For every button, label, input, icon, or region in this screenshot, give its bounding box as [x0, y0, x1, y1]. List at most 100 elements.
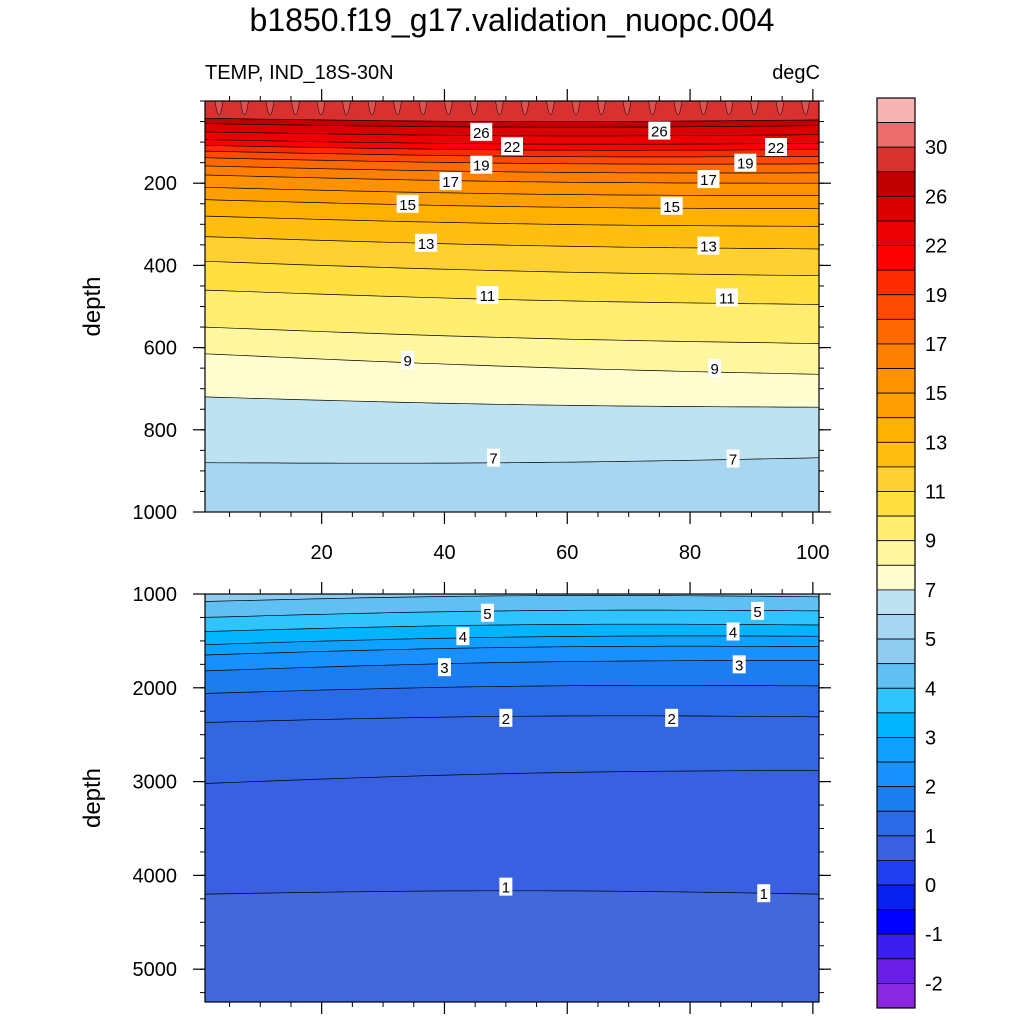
colorbar-box: [876, 638, 916, 665]
colorbar-box: [876, 835, 916, 861]
colorbar-label: 5: [925, 629, 936, 651]
colorbar-box: [876, 245, 916, 271]
temperature-band: [205, 101, 819, 122]
y-tick-label: 600: [144, 338, 177, 360]
y-tick-label: 800: [144, 420, 177, 442]
contour-line: [205, 645, 819, 656]
contour-label: 7: [489, 451, 497, 468]
contour-label: 26: [473, 125, 490, 142]
contour-label: 17: [442, 174, 459, 191]
temperature-band: [205, 890, 819, 1002]
left-subtitle: TEMP, IND_18S-30N: [205, 62, 394, 84]
y-axis-label: depth: [79, 276, 106, 336]
colorbar-box: [876, 368, 916, 394]
x-tick-label: 100: [796, 542, 829, 564]
contour-line: [205, 623, 819, 632]
colorbar-box: [876, 269, 916, 296]
colorbar-frame: [876, 97, 916, 1009]
contour-label: 11: [480, 288, 496, 305]
contour-label: 5: [483, 606, 491, 623]
contour-label: 1: [502, 880, 510, 897]
contour-label-box: [665, 708, 679, 727]
colorbar-box: [876, 491, 916, 517]
contour-label: 9: [403, 353, 411, 370]
contour-label-box: [415, 233, 438, 252]
contour-label: 19: [473, 158, 490, 175]
contour-label: 11: [719, 290, 735, 307]
colorbar-label: 13: [925, 432, 947, 454]
contour-label: 1: [760, 886, 768, 903]
contour-label: 3: [735, 657, 743, 674]
contour-label-box: [396, 194, 419, 213]
contour-label: 15: [399, 197, 416, 214]
contour-label: 5: [753, 604, 761, 621]
colorbar-box: [876, 220, 916, 246]
contour-label-box: [751, 601, 765, 620]
y-tick-label: 5000: [133, 959, 178, 981]
contour-label-box: [456, 627, 470, 646]
x-tick-label: 80: [679, 542, 701, 564]
contour-line: [205, 131, 819, 137]
colorbar-box: [876, 146, 916, 173]
colorbar-label: 22: [925, 236, 947, 258]
y-tick-label: 2000: [133, 678, 178, 700]
colorbar-box: [876, 171, 916, 197]
contour-label-box: [476, 285, 499, 304]
colorbar-box: [876, 122, 916, 148]
colorbar-box: [876, 466, 916, 492]
contour-label: 22: [768, 140, 785, 157]
colorbar-box: [876, 441, 916, 468]
colorbar-box: [876, 564, 916, 591]
colorbar-label: 30: [925, 137, 947, 159]
figure-title: b1850.f19_g17.validation_nuopc.004: [249, 2, 775, 38]
contour-label-box: [715, 288, 738, 307]
contour-label: 2: [502, 711, 510, 728]
y-tick-label: 3000: [133, 772, 178, 794]
contour-label-box: [470, 155, 493, 174]
contour-line: [205, 215, 819, 227]
contour-line: [205, 609, 819, 618]
colorbar-box: [876, 712, 916, 738]
contour-label: 13: [418, 236, 435, 253]
contour-label-box: [499, 708, 513, 727]
colorbar-label: -1: [925, 924, 943, 946]
x-tick-label: 40: [433, 542, 455, 564]
contour-label-box: [648, 121, 671, 140]
colorbar-label: 4: [925, 678, 936, 700]
contour-line: [205, 595, 819, 602]
panel-lower-frame: [204, 593, 820, 1003]
y-axis-label: depth: [79, 768, 106, 828]
contour-label-box: [487, 448, 501, 467]
colorbar-label: 0: [925, 875, 936, 897]
colorbar-box: [876, 860, 916, 886]
contour-line: [205, 660, 819, 672]
colorbar-box: [876, 294, 916, 320]
contour-label-box: [501, 137, 523, 156]
colorbar-box: [876, 909, 916, 935]
contour-line: [205, 123, 819, 128]
contour-label: 3: [440, 660, 448, 677]
colorbar-label: 17: [925, 334, 947, 356]
colorbar-label: 15: [925, 383, 947, 405]
colorbar-box: [876, 195, 916, 222]
contour-line: [205, 150, 819, 158]
contour-line: [205, 685, 819, 694]
contour-label-box: [765, 138, 788, 157]
colorbar-box: [876, 97, 916, 123]
colorbar-box: [876, 933, 916, 960]
contour-line: [205, 260, 819, 277]
colorbar-box: [876, 589, 916, 615]
colorbar-box: [876, 392, 916, 419]
colorbar-box: [876, 540, 916, 566]
contour-line: [205, 326, 819, 344]
colorbar-label: 7: [925, 580, 936, 602]
contour-label-box: [734, 153, 757, 172]
contour-label: 17: [700, 172, 717, 189]
x-tick-label: 20: [311, 542, 333, 564]
colorbar-box: [876, 810, 916, 837]
colorbar-box: [876, 343, 916, 369]
colorbar-box: [876, 786, 916, 812]
y-tick-label: 4000: [133, 865, 178, 887]
colorbar-label: 3: [925, 727, 936, 749]
